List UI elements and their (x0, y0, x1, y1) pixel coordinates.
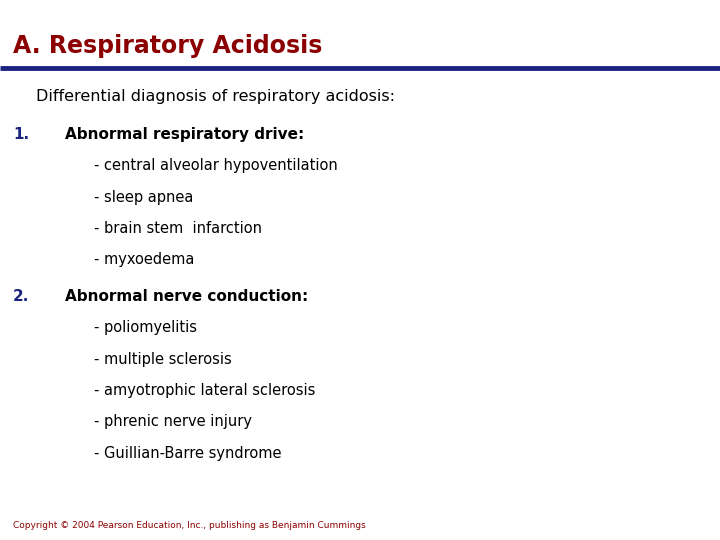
Text: - amyotrophic lateral sclerosis: - amyotrophic lateral sclerosis (94, 383, 315, 398)
Text: A. Respiratory Acidosis: A. Respiratory Acidosis (13, 34, 323, 58)
Text: Copyright © 2004 Pearson Education, Inc., publishing as Benjamin Cummings: Copyright © 2004 Pearson Education, Inc.… (13, 521, 366, 530)
Text: - Guillian-Barre syndrome: - Guillian-Barre syndrome (94, 446, 281, 461)
Text: - sleep apnea: - sleep apnea (94, 190, 193, 205)
Text: - brain stem  infarction: - brain stem infarction (94, 221, 261, 236)
Text: - phrenic nerve injury: - phrenic nerve injury (94, 414, 251, 429)
Text: Abnormal respiratory drive:: Abnormal respiratory drive: (65, 127, 304, 142)
Text: Abnormal nerve conduction:: Abnormal nerve conduction: (65, 289, 308, 304)
Text: 2.: 2. (13, 289, 30, 304)
Text: 1.: 1. (13, 127, 29, 142)
Text: - myxoedema: - myxoedema (94, 252, 194, 267)
Text: - central alveolar hypoventilation: - central alveolar hypoventilation (94, 158, 338, 173)
Text: Differential diagnosis of respiratory acidosis:: Differential diagnosis of respiratory ac… (36, 89, 395, 104)
Text: - multiple sclerosis: - multiple sclerosis (94, 352, 231, 367)
Text: - poliomyelitis: - poliomyelitis (94, 320, 197, 335)
